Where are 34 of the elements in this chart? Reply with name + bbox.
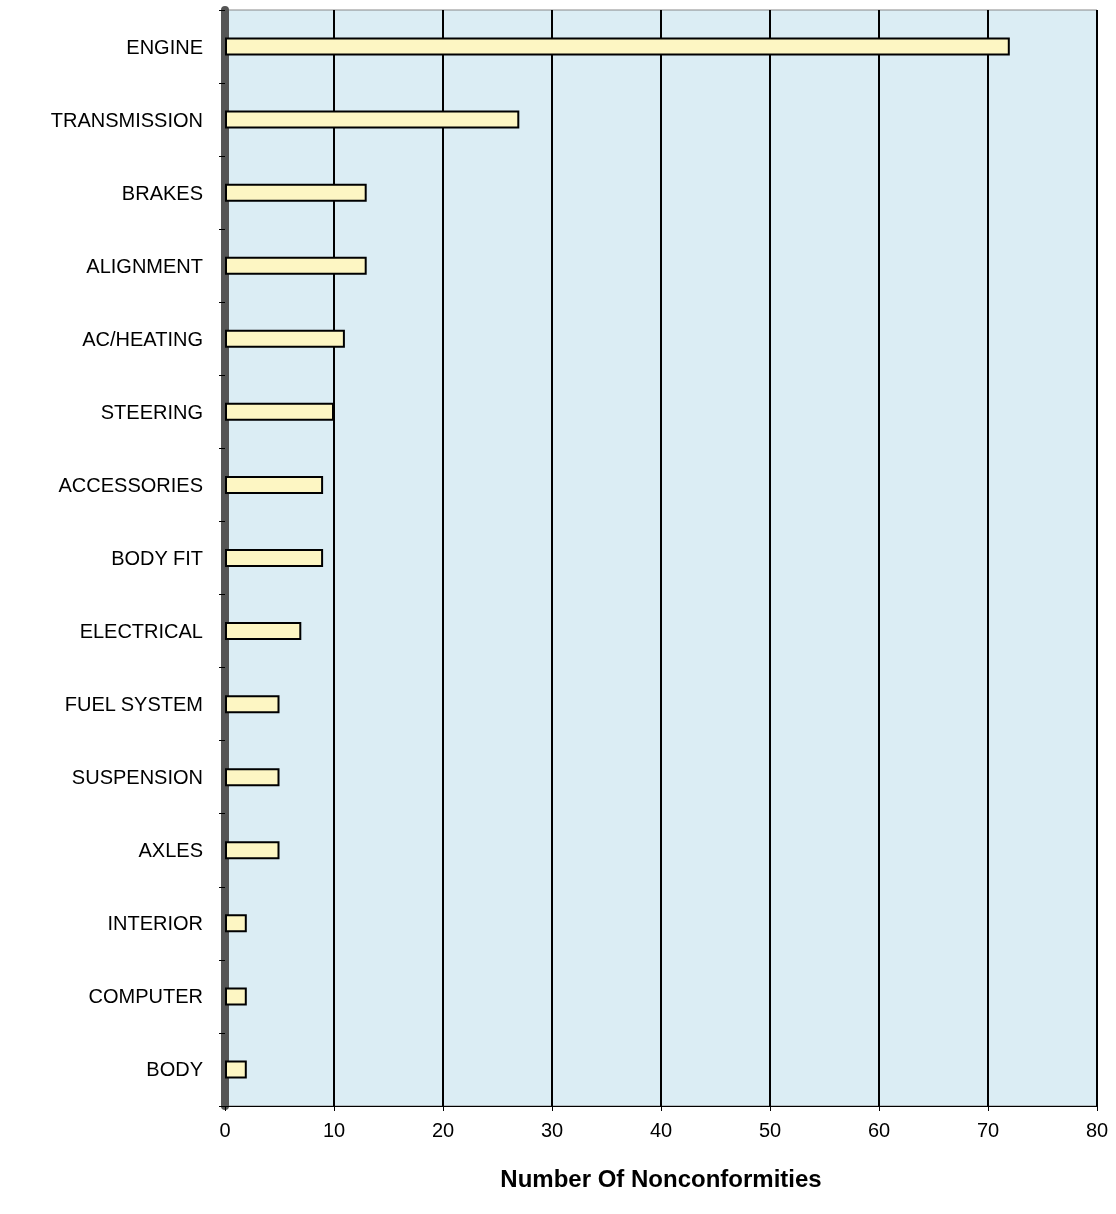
y-tick-label: AXLES [138, 839, 203, 862]
x-tick-label: 30 [540, 1119, 564, 1141]
x-tick-label: 50 [758, 1119, 782, 1141]
x-tick-label: 10 [322, 1119, 346, 1141]
y-tick-label: ENGINE [126, 35, 203, 58]
bar [225, 768, 280, 787]
bar [225, 914, 247, 933]
y-tick-label: COMPUTER [88, 985, 203, 1008]
x-tick-label: 0 [219, 1119, 231, 1141]
bar [225, 475, 324, 494]
y-tick-label: BODY [146, 1058, 203, 1081]
y-tick-label: ELECTRICAL [79, 620, 203, 643]
bar [225, 695, 280, 714]
y-tick-label: ACCESSORIES [58, 473, 203, 496]
y-tick-label: ALIGNMENT [86, 254, 203, 277]
x-tick-label: 20 [431, 1119, 455, 1141]
bar [225, 841, 280, 860]
y-tick-label: SUSPENSION [71, 766, 203, 789]
y-tick-label: BRAKES [121, 181, 203, 204]
x-tick-label: 70 [976, 1119, 1000, 1141]
y-tick-label: INTERIOR [107, 912, 203, 935]
x-tick-label: 60 [867, 1119, 891, 1141]
bar [225, 622, 302, 641]
bar [225, 987, 247, 1006]
y-tick-label: TRANSMISSION [50, 108, 203, 131]
y-tick-label: STEERING [100, 400, 203, 423]
y-tick-label: BODY FIT [111, 547, 203, 569]
x-tick-label: 40 [649, 1119, 673, 1141]
bar [225, 1060, 247, 1079]
y-tick-label: FUEL SYSTEM [64, 693, 203, 716]
y-tick-label: AC/HEATING [82, 327, 203, 350]
x-tick-label: 80 [1085, 1119, 1109, 1141]
bar [225, 549, 324, 567]
x-axis-title: Number Of Nonconformities [500, 1164, 822, 1192]
